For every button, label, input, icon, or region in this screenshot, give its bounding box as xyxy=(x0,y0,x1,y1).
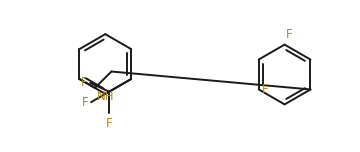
Text: F: F xyxy=(82,96,88,109)
Text: F: F xyxy=(106,117,112,130)
Text: F: F xyxy=(262,83,269,96)
Text: NH: NH xyxy=(97,90,115,103)
Text: F: F xyxy=(286,28,293,41)
Text: F: F xyxy=(81,76,87,89)
